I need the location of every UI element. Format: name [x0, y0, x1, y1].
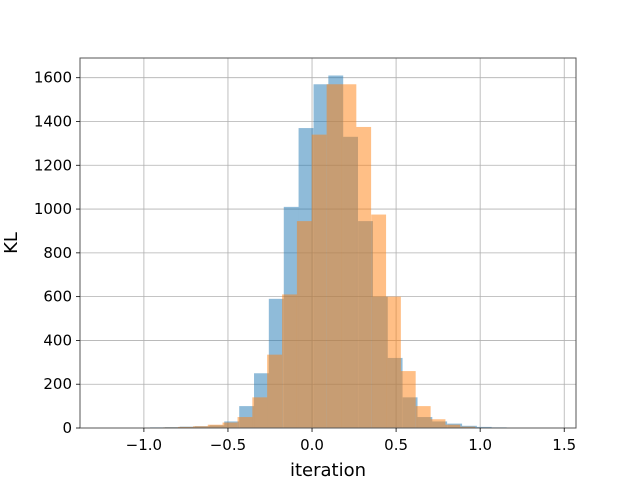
x-tick-label: −1.0: [126, 436, 162, 454]
histogram-bar: [223, 423, 238, 428]
histogram-bar: [341, 84, 356, 428]
x-tick-label: 0.5: [384, 436, 408, 454]
y-tick-label: 200: [43, 375, 72, 393]
histogram-bar: [238, 417, 253, 428]
y-tick-label: 1400: [34, 112, 72, 130]
histogram-bar: [297, 221, 312, 428]
histogram-bar: [327, 84, 342, 428]
histogram-series-2: [163, 84, 475, 428]
y-tick-label: 0: [62, 419, 72, 437]
y-tick-label: 400: [43, 331, 72, 349]
y-tick-label: 800: [43, 244, 72, 262]
histogram-bar: [401, 371, 416, 428]
x-axis-label: iteration: [290, 460, 366, 480]
histogram-bar: [371, 215, 386, 428]
histogram-bar: [282, 294, 297, 428]
x-tick-label: 0.0: [300, 436, 324, 454]
y-tick-label: 1000: [34, 200, 72, 218]
histogram-bar: [267, 355, 282, 428]
histogram-bar: [312, 135, 327, 428]
histogram-bar: [252, 397, 267, 428]
x-tick-label: 1.0: [468, 436, 492, 454]
y-tick-label: 1600: [34, 69, 72, 87]
y-axis-label: KL: [1, 232, 22, 254]
histogram-bar: [386, 297, 401, 428]
bars-layer: [120, 76, 566, 428]
x-tick-label: −0.5: [210, 436, 246, 454]
histogram-bar: [431, 419, 446, 428]
y-tick-label: 1200: [34, 156, 72, 174]
x-tick-label: 1.5: [552, 436, 576, 454]
histogram-bar: [356, 127, 371, 428]
histogram-bar: [416, 406, 431, 428]
y-tick-label: 600: [43, 288, 72, 306]
